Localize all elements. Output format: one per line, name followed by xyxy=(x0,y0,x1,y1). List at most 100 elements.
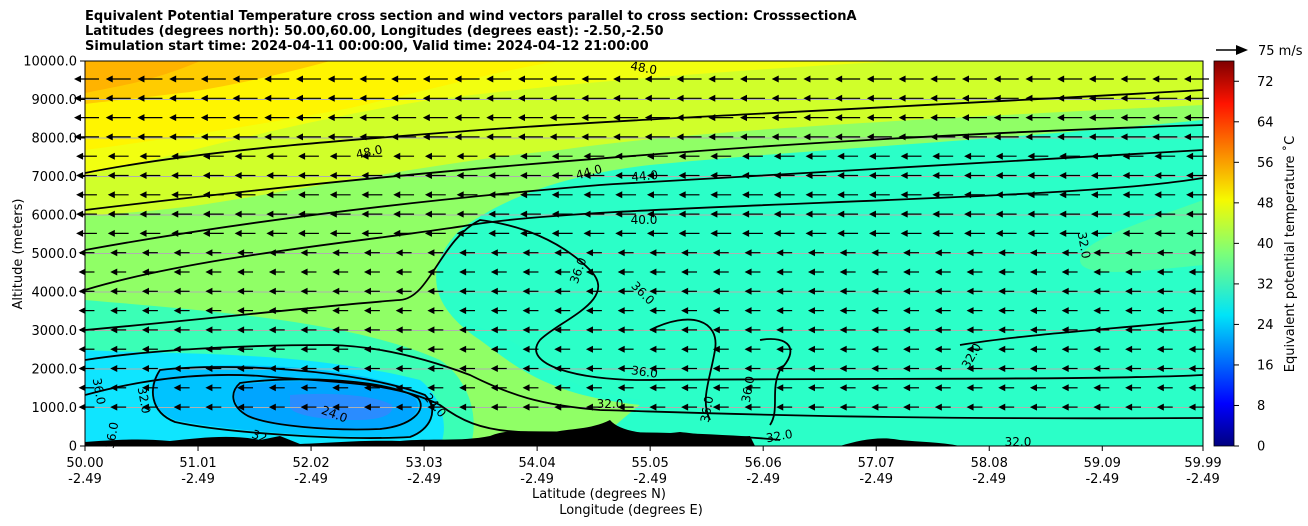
wind-vector xyxy=(363,287,380,295)
colorbar-tick-label: 0 xyxy=(1257,440,1265,455)
wind-vector xyxy=(1152,133,1178,141)
wind-vector xyxy=(200,75,226,83)
wind-vector xyxy=(200,114,226,122)
wind-vector xyxy=(1025,114,1051,122)
wind-vector xyxy=(327,75,353,83)
wind-vector xyxy=(518,75,543,83)
wind-vector xyxy=(107,152,129,160)
wind-vector xyxy=(520,172,541,179)
wind-vector xyxy=(771,114,797,122)
wind-vector xyxy=(459,287,476,295)
wind-vector xyxy=(835,75,861,83)
wind-vector xyxy=(422,114,448,122)
wind-vector xyxy=(393,229,415,237)
wind-vector xyxy=(518,94,543,102)
wind-vector xyxy=(329,152,351,160)
wind-vector xyxy=(332,384,349,392)
wind-vector xyxy=(839,326,856,334)
wind-vector xyxy=(1186,229,1207,237)
wind-vector xyxy=(76,152,97,160)
wind-vector xyxy=(932,210,954,218)
wind-vector xyxy=(998,326,1015,334)
wind-vector xyxy=(1061,307,1078,315)
wind-vector xyxy=(363,384,380,392)
wind-vector xyxy=(1061,287,1078,295)
wind-vector xyxy=(522,403,539,411)
wind-vector xyxy=(903,403,920,411)
wind-vector xyxy=(395,249,412,257)
wind-vector xyxy=(395,326,412,334)
wind-vector xyxy=(205,287,222,295)
wind-vector xyxy=(232,133,258,141)
wind-vector xyxy=(1029,287,1046,295)
x-tick-label-lon: -2.49 xyxy=(1085,472,1119,487)
wind-vector xyxy=(107,172,129,179)
wind-vector xyxy=(773,229,795,237)
wind-vector xyxy=(1184,75,1209,83)
wind-vector xyxy=(490,365,507,372)
wind-vector xyxy=(110,384,127,392)
wind-vector xyxy=(868,191,890,199)
wind-vector xyxy=(585,326,602,334)
wind-vector xyxy=(740,94,765,102)
wind-vector xyxy=(237,307,254,315)
wind-vector xyxy=(1122,172,1144,179)
contour-label: 32.0 xyxy=(597,397,624,411)
x-tick-label-lon: -2.49 xyxy=(520,472,554,487)
wind-vector xyxy=(264,114,290,122)
wind-vector xyxy=(803,133,829,141)
wind-vector xyxy=(363,268,380,276)
wind-vector xyxy=(644,133,670,141)
wind-vector xyxy=(1061,345,1078,353)
wind-vector xyxy=(361,229,383,237)
wind-vector xyxy=(805,210,827,218)
wind-vector xyxy=(964,172,985,179)
wind-vector xyxy=(171,210,193,218)
wind-vector xyxy=(171,152,193,160)
wind-vector xyxy=(776,307,793,315)
wind-vector xyxy=(1059,229,1081,237)
wind-vector xyxy=(395,403,412,411)
wind-vector xyxy=(232,114,258,122)
wind-vector xyxy=(296,94,321,102)
wind-vector xyxy=(205,384,222,392)
x-tick-label-lon: -2.49 xyxy=(746,472,780,487)
wind-vector xyxy=(202,172,224,179)
wind-vector xyxy=(171,191,193,199)
wind-vector xyxy=(205,403,222,411)
wind-vector xyxy=(171,172,193,179)
wind-vector xyxy=(137,133,163,141)
wind-vector xyxy=(169,133,195,141)
wind-vector xyxy=(298,172,319,179)
wind-vector xyxy=(74,133,99,141)
wind-vector xyxy=(395,268,412,276)
wind-vector xyxy=(966,326,983,334)
wind-vector xyxy=(332,365,349,372)
wind-vector xyxy=(520,191,541,199)
wind-vector xyxy=(585,403,602,411)
wind-vector xyxy=(391,114,417,122)
wind-vector xyxy=(1029,249,1046,257)
wind-vector xyxy=(903,326,920,334)
wind-vector xyxy=(993,94,1019,102)
wind-vector xyxy=(646,152,668,160)
wind-vector xyxy=(549,94,575,102)
wind-vector xyxy=(332,249,349,257)
wind-vector xyxy=(681,345,698,353)
wind-vector xyxy=(1120,75,1146,83)
contour-label: 44.0 xyxy=(574,162,603,182)
wind-vector xyxy=(173,249,190,257)
wind-vector xyxy=(837,191,859,199)
wind-vector xyxy=(866,75,892,83)
wind-vector xyxy=(237,384,254,392)
wind-vector xyxy=(776,326,793,334)
wind-vector xyxy=(359,75,385,83)
wind-vector xyxy=(898,94,924,102)
wind-vector xyxy=(583,172,605,179)
wind-vector xyxy=(1059,191,1081,199)
wind-vector xyxy=(1120,94,1146,102)
wind-vector xyxy=(932,229,954,237)
wind-vector xyxy=(363,403,380,411)
wind-vector xyxy=(708,94,734,102)
wind-vector xyxy=(966,249,983,257)
